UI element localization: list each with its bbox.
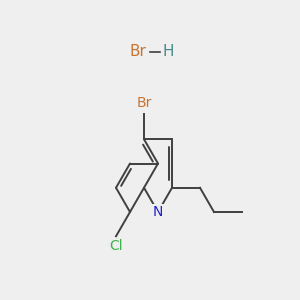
Text: H: H (162, 44, 173, 59)
Text: N: N (153, 205, 163, 219)
Text: Br: Br (136, 96, 152, 110)
Text: Cl: Cl (109, 239, 123, 253)
Text: Br: Br (129, 44, 146, 59)
